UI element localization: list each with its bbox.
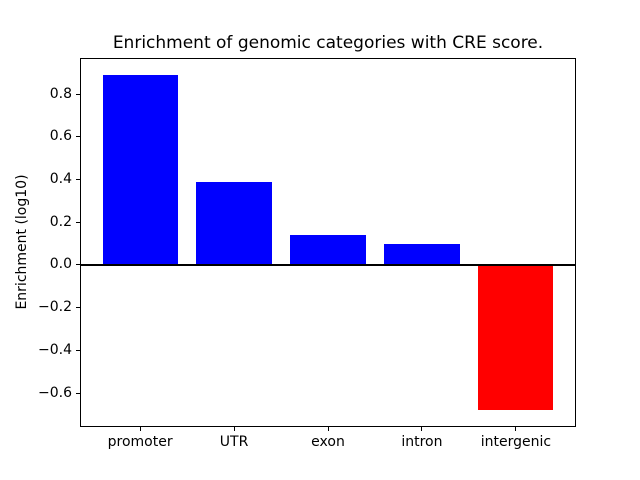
- y-tick-label: 0.8: [49, 85, 72, 102]
- y-tick-label: 0.2: [49, 213, 72, 230]
- x-tick-label-intron: intron: [401, 434, 443, 450]
- y-tick-label: 0.4: [49, 170, 72, 187]
- y-tick-label: 0.6: [49, 128, 72, 145]
- y-tick-label: −0.4: [38, 341, 72, 358]
- y-tick-mark: [76, 392, 80, 394]
- y-tick-mark: [76, 178, 80, 180]
- y-tick-mark: [76, 93, 80, 95]
- chart-title: Enrichment of genomic categories with CR…: [112, 33, 544, 53]
- bar-intergenic: [478, 264, 554, 411]
- bar-promoter: [102, 74, 178, 265]
- y-tick-label: −0.2: [38, 299, 72, 316]
- y-tick-label: −0.6: [38, 384, 72, 401]
- bar-exon: [290, 235, 366, 265]
- x-tick-mark: [515, 427, 517, 431]
- y-tick-mark: [76, 307, 80, 309]
- plot-area: [80, 58, 576, 427]
- x-tick-mark: [233, 427, 235, 431]
- y-tick-mark: [76, 349, 80, 351]
- bar-UTR: [196, 181, 272, 265]
- bar-intron: [384, 243, 460, 265]
- x-tick-mark: [421, 427, 423, 431]
- y-tick-mark: [76, 136, 80, 138]
- y-tick-mark: [76, 264, 80, 266]
- y-tick-mark: [76, 221, 80, 223]
- x-tick-label-exon: exon: [311, 434, 345, 450]
- zero-line: [80, 263, 576, 266]
- x-tick-mark: [139, 427, 141, 431]
- x-tick-mark: [327, 427, 329, 431]
- y-tick-label: 0.0: [49, 256, 72, 273]
- x-tick-label-promoter: promoter: [107, 434, 173, 450]
- y-axis-label: Enrichment (log10): [14, 174, 30, 310]
- x-tick-label-UTR: UTR: [219, 434, 249, 450]
- x-tick-label-intergenic: intergenic: [480, 434, 552, 450]
